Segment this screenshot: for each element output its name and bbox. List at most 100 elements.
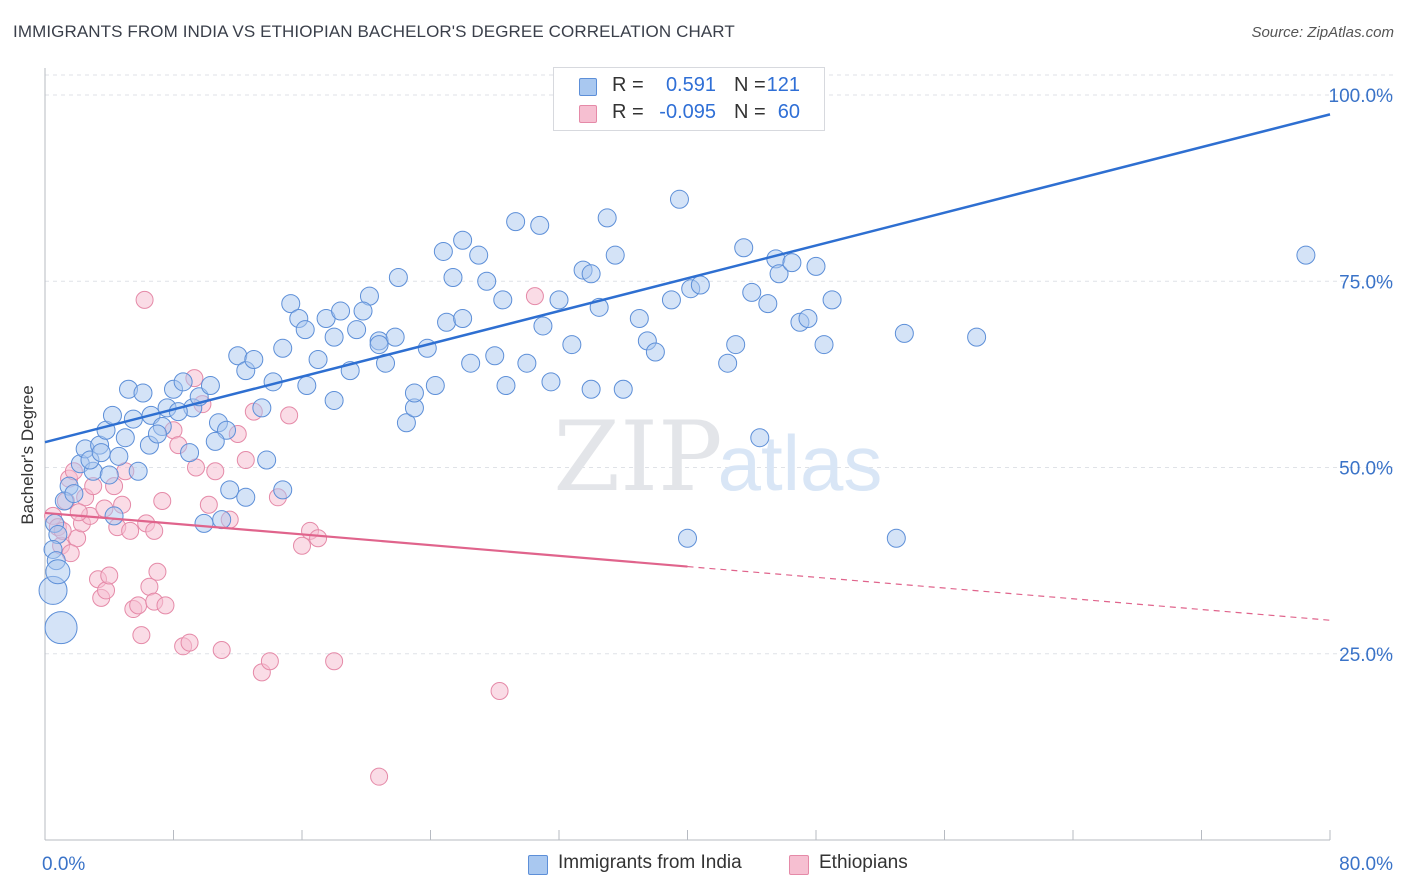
india-point [109,446,129,466]
source-note: Source: ZipAtlas.com [1251,24,1394,41]
r-label: R = [612,101,644,123]
india-point [404,383,424,403]
india-point [613,379,633,399]
ethiopians-trend-line [44,511,688,568]
trend-lines [44,113,1331,621]
india-point [477,271,497,291]
y-tick-label: 50.0% [1339,459,1393,480]
india-point [133,383,153,403]
india-point [369,335,389,355]
india-point [629,309,649,328]
india-point [257,450,277,470]
ethiopians-point [199,495,218,514]
x-tick-label: 0.0% [42,854,85,875]
n-label: N = [734,74,766,96]
ethiopians-trend-line-extension [687,565,1331,621]
india-point [718,353,738,373]
india-point [967,327,987,347]
india-point [388,268,408,288]
india-point [461,353,481,373]
india-point [886,528,906,548]
india-point [493,290,513,310]
india-point [742,282,762,302]
india-point [212,510,232,530]
ethiopians-point [280,406,299,425]
india-point [194,513,214,533]
india-point [180,443,200,463]
india-point [324,390,344,410]
india-point [273,338,293,358]
india-point [200,376,220,396]
india-point [645,342,665,362]
india-point [469,245,489,265]
india-point [758,294,778,314]
ethiopians-point [140,577,159,596]
india-point [453,230,473,250]
india-point [661,290,681,310]
india-point [533,316,553,336]
ethiopians-legend-swatch [789,855,809,875]
india-point [678,528,697,548]
india-point [425,376,445,396]
india-point [353,301,373,321]
ethiopians-point [100,566,119,585]
n-value: 60 [777,101,800,123]
r-value: -0.095 [659,101,716,123]
ethiopians-point [325,652,344,671]
india-point [102,405,122,425]
india-point [894,323,914,343]
y-tick-label: 25.0% [1339,645,1393,666]
india-point [99,465,119,485]
india-point [443,268,463,288]
stats-row-ethiopians: R = -0.095 N = 60 [554,100,824,128]
watermark-atlas: atlas [718,419,883,507]
india-point [433,241,453,261]
ethiopians-point [121,521,140,540]
india-point [45,559,71,585]
ethiopians-point [212,641,231,660]
india-point [734,238,754,258]
axes [44,68,1331,841]
stats-legend: R = 0.591 N = 121 R = -0.095 N = 60 [553,67,825,131]
x-tick-label: 80.0% [1339,854,1393,875]
india-point [147,424,167,444]
n-label: N = [734,101,766,123]
india-trend-line [44,113,1331,444]
india-point [453,309,473,328]
india-point [726,335,746,355]
india-point [128,461,148,481]
india-point [541,372,561,392]
india-point [173,372,193,392]
india-point [530,215,550,235]
ethiopians-point [97,581,116,600]
r-value: 0.591 [665,74,716,96]
ethiopians-point [153,492,172,511]
legend-label-india: Immigrants from India [558,852,742,873]
india-point [814,335,834,355]
india-legend-swatch [528,855,548,875]
india-point [295,320,315,340]
india-point [281,294,301,314]
india-point [769,264,789,284]
ethiopians-point [148,562,167,581]
india-point [822,290,842,310]
ethiopians-point [129,596,148,615]
india-point [396,413,416,433]
ethiopians-point [370,767,389,786]
india-point [236,487,256,507]
india-point [1296,245,1316,265]
india-series [38,189,1316,645]
ethiopians-point [293,536,311,555]
india-point [597,208,617,228]
r-label: R = [612,74,644,96]
india-point [549,290,569,310]
india-point [220,480,240,500]
india-point [782,253,802,273]
chart-title: IMMIGRANTS FROM INDIA VS ETHIOPIAN BACHE… [13,22,735,41]
ethiopians-point [135,290,154,309]
ethiopians-point [61,544,80,563]
india-point [308,349,328,369]
ethiopians-point [180,633,199,652]
ethiopians-point [236,451,255,470]
